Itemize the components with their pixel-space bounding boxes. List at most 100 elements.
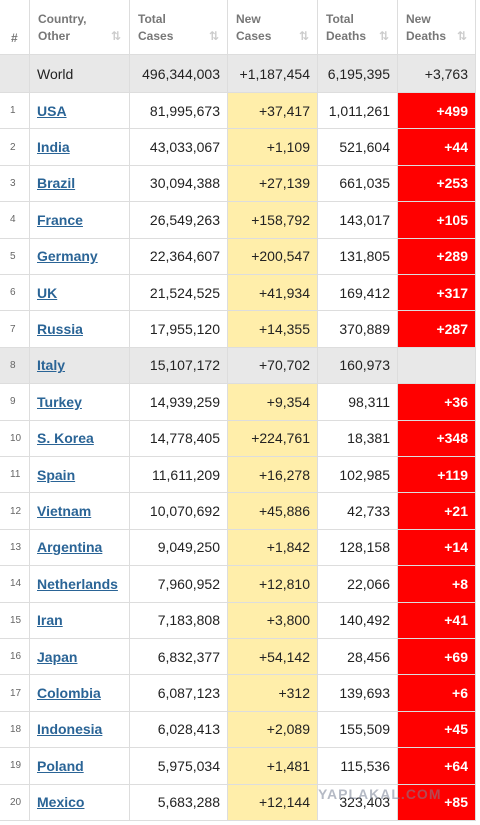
header-cell: New Deaths ⇅ [398,0,476,55]
country-cell-text[interactable]: Colombia [37,685,101,702]
country-cell: Brazil [30,165,130,203]
country-cell-text[interactable]: Turkey [37,393,82,410]
new-deaths-cell-text: +21 [444,503,468,520]
new-deaths-cell-text: +69 [444,648,468,665]
new-deaths-cell: +105 [398,202,476,239]
new-cases-cell-text: +45,886 [259,503,310,520]
new-cases-cell-text: +54,142 [259,648,310,665]
country-cell-text[interactable]: Indonesia [37,721,103,738]
new-deaths-cell: +69 [398,639,476,676]
new-cases-cell-text: +2,089 [266,721,310,738]
total-deaths-cell: 1,011,261 [318,93,398,130]
total-cases-cell-text: 5,683,288 [157,794,220,811]
new-deaths-cell-text: +348 [436,430,468,447]
country-cell-text[interactable]: Netherlands [37,575,118,592]
total-cases-cell-text: 6,087,123 [157,685,220,702]
total-deaths-cell: 128,158 [318,529,398,567]
header-cell: Total Cases ⇅ [130,0,228,55]
total-deaths-cell-text: 323,403 [339,794,390,811]
country-cell-text[interactable]: Japan [37,648,78,665]
country-cell: Netherlands [30,566,130,603]
rank-cell-text: 12 [10,505,22,517]
new-deaths-cell-text: +14 [444,539,468,556]
rank-cell-text: 9 [10,396,16,408]
country-cell: USA [30,93,130,130]
rank-cell-text: 13 [10,541,22,553]
country-cell: Turkey [30,384,130,421]
new-cases-cell: +1,842 [228,529,318,567]
country-cell-text[interactable]: Brazil [37,175,76,192]
new-cases-cell: +70,702 [228,347,318,385]
country-cell-text[interactable]: Spain [37,466,76,483]
total-deaths-cell-text: 98,311 [348,393,390,410]
new-deaths-cell: +119 [398,457,476,494]
total-cases-cell: 6,028,413 [130,711,228,749]
country-cell-text[interactable]: UK [37,284,58,301]
total-cases-cell-text: 7,960,952 [157,575,220,592]
new-deaths-cell-text: +8 [452,575,468,592]
watermark: YAPLAKAL.COM [318,786,442,802]
country-cell-text[interactable]: S. Korea [37,430,94,447]
total-deaths-cell: 143,017 [318,202,398,239]
total-deaths-cell-text: 128,158 [339,539,390,556]
total-deaths-cell: 115,536 [318,748,398,785]
total-deaths-cell: 661,035 [318,165,398,203]
new-deaths-cell: +44 [398,129,476,166]
rank-cell: 8 [0,347,30,385]
new-cases-cell: +9,354 [228,384,318,421]
rank-cell: 12 [0,493,30,530]
total-deaths-cell-text: 370,889 [339,321,390,338]
country-cell-text[interactable]: Argentina [37,539,103,556]
total-deaths-cell: 155,509 [318,711,398,749]
country-cell-text[interactable]: Italy [37,357,66,374]
world-cell: 6,195,395 [318,55,398,93]
country-cell-text[interactable]: India [37,139,70,156]
country-cell-text[interactable]: France [37,211,83,228]
new-deaths-cell-text: +36 [444,393,468,410]
country-cell-text[interactable]: Poland [37,757,84,774]
country-cell: Argentina [30,529,130,567]
country-cell: Italy [30,347,130,385]
country-cell-text[interactable]: Vietnam [37,503,92,520]
new-cases-cell: +27,139 [228,165,318,203]
total-deaths-cell-text: 139,693 [339,685,390,702]
country-cell-text[interactable]: Russia [37,321,83,338]
total-cases-cell: 11,611,209 [130,457,228,494]
new-cases-cell: +158,792 [228,202,318,239]
sort-icon[interactable]: ⇅ [208,29,219,43]
new-deaths-cell-text: +45 [444,721,468,738]
country-cell-text[interactable]: Mexico [37,794,85,811]
new-deaths-cell-text: +85 [444,794,468,811]
new-cases-cell: +1,481 [228,748,318,785]
total-cases-cell-text: 6,832,377 [157,648,220,665]
country-cell-text[interactable]: Iran [37,612,63,629]
total-deaths-cell-text: 143,017 [339,211,390,228]
total-deaths-cell: 323,403 [318,784,398,821]
total-deaths-cell-text: 1,011,261 [328,102,390,119]
rank-cell-text: 1 [10,105,16,117]
new-deaths-cell-text: +105 [436,211,468,228]
new-deaths-cell: +45 [398,711,476,749]
sort-icon[interactable]: ⇅ [456,29,467,43]
total-deaths-cell-text: 155,509 [339,721,390,738]
country-cell-text[interactable]: Germany [37,248,98,265]
total-deaths-cell: 98,311 [318,384,398,421]
sort-icon[interactable]: ⇅ [378,29,389,43]
total-deaths-cell: 131,805 [318,238,398,275]
rank-cell [0,55,30,93]
rank-cell: 14 [0,566,30,603]
header-cell-text: Total Deaths [326,12,367,43]
sort-icon[interactable]: ⇅ [298,29,309,43]
total-deaths-cell-text: 160,973 [339,357,390,374]
country-cell-text[interactable]: USA [37,102,67,119]
new-deaths-cell: +289 [398,238,476,275]
new-deaths-cell-text: +64 [444,757,468,774]
new-cases-cell-text: +158,792 [251,211,310,228]
country-cell: Spain [30,457,130,494]
total-cases-cell: 30,094,388 [130,165,228,203]
rank-cell: 13 [0,529,30,567]
sort-icon[interactable]: ⇅ [110,29,121,43]
rank-cell: 15 [0,602,30,639]
header-cell: Country, Other ⇅ [30,0,130,55]
total-cases-cell-text: 10,070,692 [149,503,220,520]
